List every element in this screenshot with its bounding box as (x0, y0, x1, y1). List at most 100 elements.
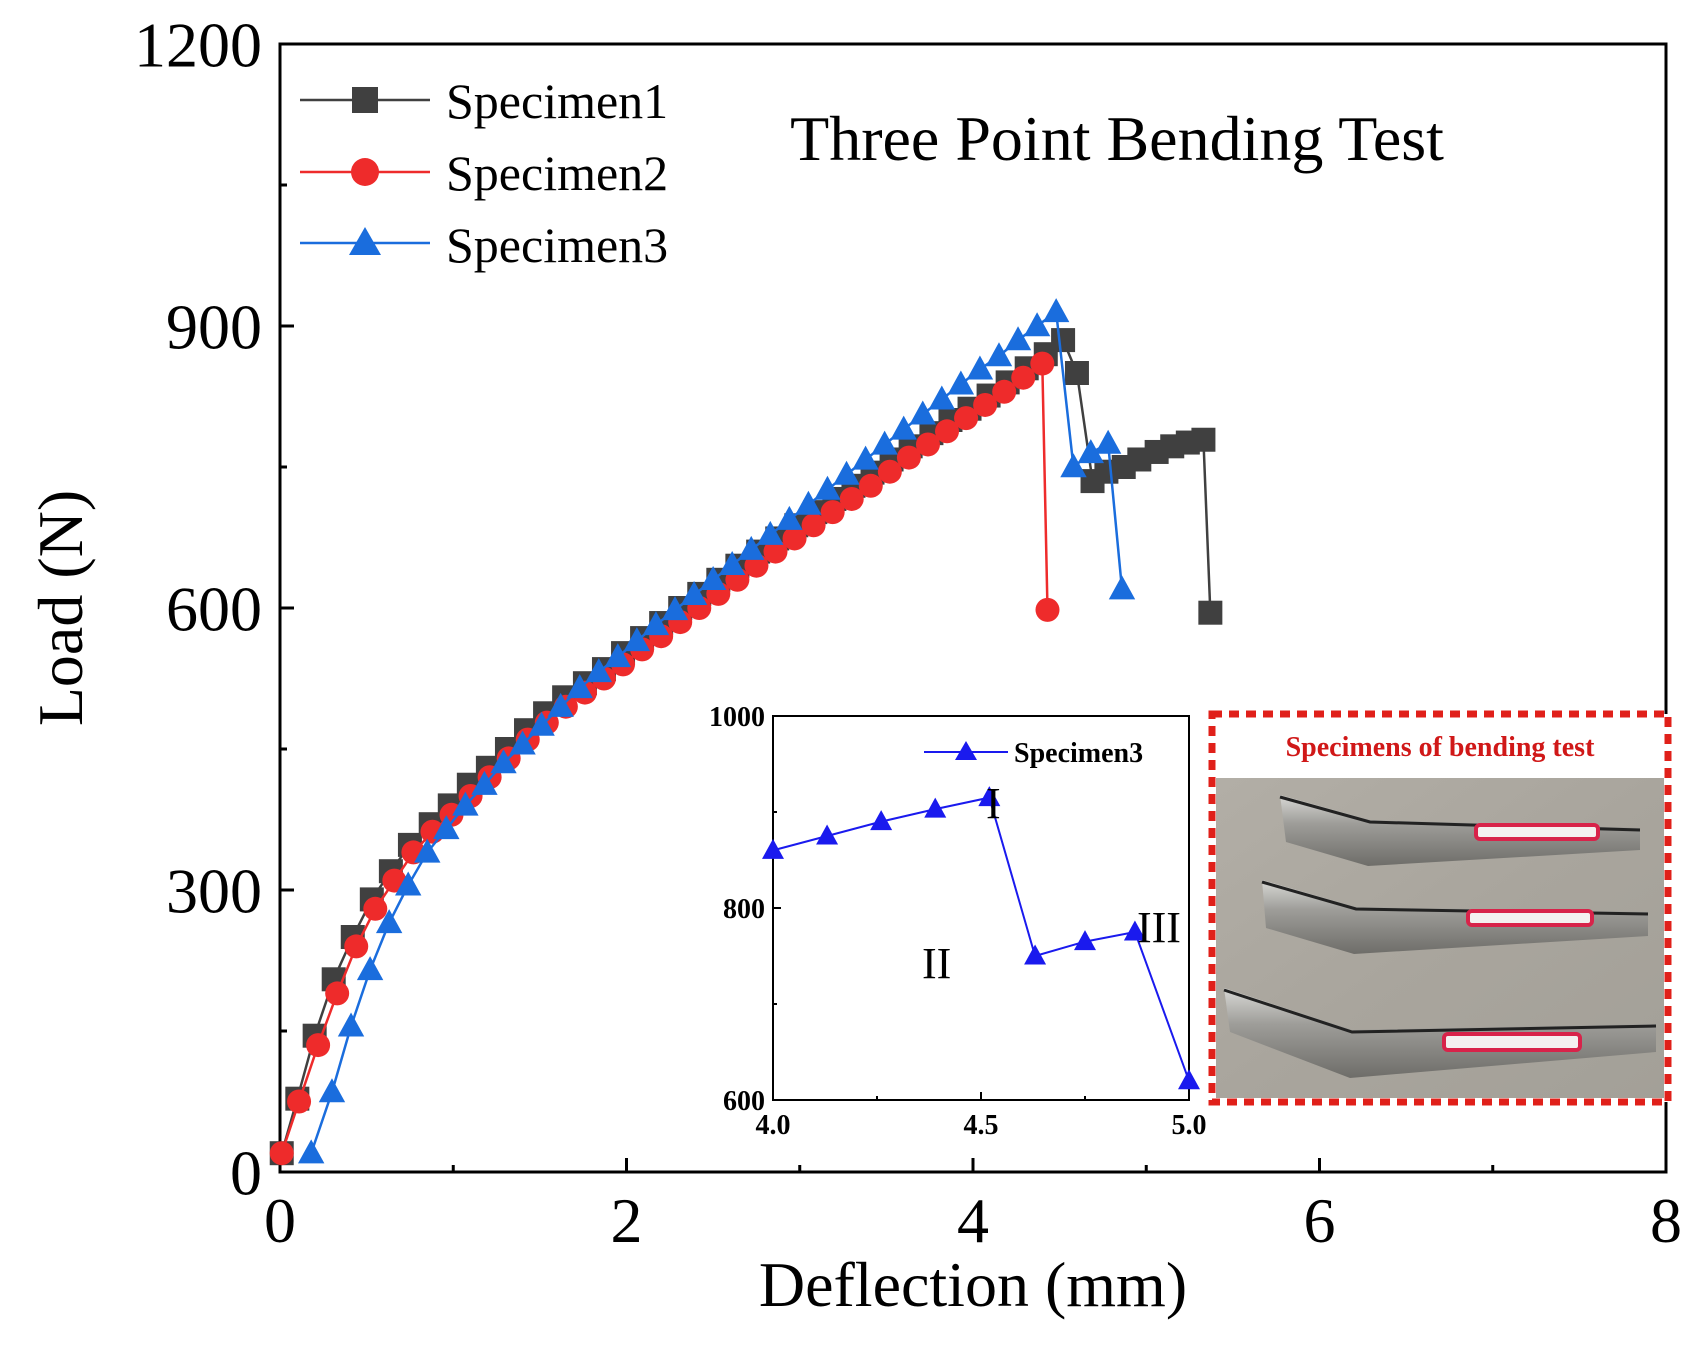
data-point-specimen3 (814, 475, 841, 500)
data-point-specimen2 (269, 1141, 294, 1166)
data-point-specimen3 (375, 909, 403, 934)
x-tick-label: 6 (1304, 1185, 1336, 1256)
data-point-specimen3 (1123, 920, 1146, 941)
inset-axis-ticks: 4.0 4.5 5.0 600 800 1000 (709, 702, 1207, 1141)
specimen-bar-2 (1261, 880, 1649, 954)
data-point-specimen2 (820, 500, 845, 525)
x-axis-label: Deflection (mm) (759, 1249, 1187, 1320)
data-point-specimen1 (1064, 361, 1089, 385)
data-point-specimen3 (852, 445, 879, 470)
legend-label-specimen2: Specimen2 (446, 145, 668, 201)
data-point-specimen3 (909, 400, 936, 425)
data-point-specimen2 (877, 459, 902, 484)
data-point-specimen2 (1030, 351, 1055, 376)
data-point-specimen2 (992, 379, 1017, 404)
data-point-specimen3 (985, 342, 1013, 367)
data-point-specimen3 (490, 749, 517, 774)
y-tick-label: 300 (166, 855, 262, 926)
main-axis-ticks: 0 2 4 6 8 0 300 600 900 1200 (134, 9, 1682, 1256)
data-point-specimen3 (757, 520, 784, 545)
x-tick-label: 4.0 (756, 1110, 791, 1141)
specimen-bar-3 (1223, 988, 1657, 1078)
data-point-specimen3 (623, 627, 651, 652)
data-point-specimen3 (890, 415, 917, 440)
data-point-specimen3 (1074, 930, 1096, 951)
data-point-specimen3 (1094, 429, 1122, 454)
data-point-specimen3 (452, 791, 479, 816)
data-point-specimen2 (344, 934, 369, 959)
data-point-specimen3 (762, 838, 784, 859)
data-point-specimen3 (1108, 575, 1136, 600)
data-point-specimen3 (870, 810, 893, 831)
data-point-specimen3 (1077, 439, 1105, 464)
data-point-specimen1 (1198, 600, 1223, 625)
data-point-specimen3 (1060, 453, 1087, 478)
data-point-specimen3 (816, 824, 839, 845)
data-point-specimen3 (966, 355, 994, 380)
inset-legend-marker (955, 741, 977, 760)
inset-plot-frame (772, 715, 1190, 1101)
data-point-specimen3 (356, 956, 384, 981)
data-point-specimen3 (1024, 944, 1047, 965)
data-point-specimen3 (924, 797, 947, 818)
data-point-specimen2 (915, 432, 940, 457)
y-tick-label: 1000 (709, 702, 765, 733)
data-point-specimen3 (833, 460, 860, 485)
data-point-specimen1 (1051, 328, 1076, 353)
data-point-specimen3 (795, 490, 822, 515)
data-point-specimen2 (973, 392, 998, 417)
x-tick-label: 4 (957, 1185, 989, 1256)
data-point-specimen2 (858, 473, 883, 498)
data-point-specimen2 (306, 1033, 331, 1058)
photo-title: Specimens of bending test (1286, 732, 1595, 763)
main-series-group (269, 298, 1223, 1166)
data-point-specimen3 (928, 385, 956, 410)
data-point-specimen3 (297, 1139, 325, 1164)
inset-legend: Specimen3 (924, 738, 1143, 769)
data-point-specimen3 (471, 770, 498, 795)
data-point-specimen3 (718, 550, 746, 575)
data-point-specimen3 (661, 596, 689, 621)
data-point-specimen3 (738, 535, 765, 560)
data-point-specimen3 (1004, 326, 1032, 351)
data-point-specimen2 (954, 406, 979, 431)
y-tick-label: 600 (723, 1086, 765, 1117)
data-point-specimen2 (363, 896, 388, 921)
x-tick-label: 2 (611, 1185, 643, 1256)
data-point-specimen2 (1011, 365, 1036, 390)
data-point-specimen3 (947, 370, 975, 395)
inset-legend-label: Specimen3 (1014, 738, 1143, 769)
data-point-specimen3 (433, 815, 460, 840)
data-point-specimen3 (978, 786, 1001, 807)
chart-title: Three Point Bending Test (790, 103, 1444, 174)
inset-series-group (762, 786, 1200, 1090)
data-point-specimen3 (566, 674, 593, 699)
data-point-specimen3 (337, 1012, 365, 1037)
data-point-specimen2 (287, 1089, 312, 1114)
legend: Specimen1 Specimen2 Specimen3 (300, 73, 668, 273)
data-point-specimen3 (871, 430, 898, 455)
y-axis-label: Load (N) (25, 490, 96, 726)
data-point-specimen2 (782, 526, 807, 551)
legend-label-specimen1: Specimen1 (446, 73, 668, 129)
y-tick-label: 1200 (134, 9, 262, 80)
data-point-specimen3 (680, 581, 708, 606)
data-point-specimen2 (763, 539, 788, 564)
data-point-specimen3 (318, 1078, 346, 1103)
legend-marker-specimen2 (351, 158, 379, 186)
data-point-specimen3 (509, 730, 536, 755)
data-point-specimen3 (585, 658, 612, 683)
y-tick-label: 900 (166, 291, 262, 362)
legend-marker-specimen1 (352, 87, 378, 113)
x-tick-label: 8 (1650, 1185, 1682, 1256)
x-tick-label: 0 (264, 1185, 296, 1256)
specimen-bar-1 (1279, 795, 1641, 866)
data-point-specimen3 (642, 611, 670, 636)
data-point-specimen3 (1178, 1069, 1200, 1090)
y-tick-label: 0 (230, 1137, 262, 1208)
data-point-specimen2 (1035, 597, 1060, 622)
annotation-III: III (1137, 903, 1181, 952)
data-point-specimen2 (839, 486, 864, 511)
data-point-specimen3 (547, 692, 574, 717)
